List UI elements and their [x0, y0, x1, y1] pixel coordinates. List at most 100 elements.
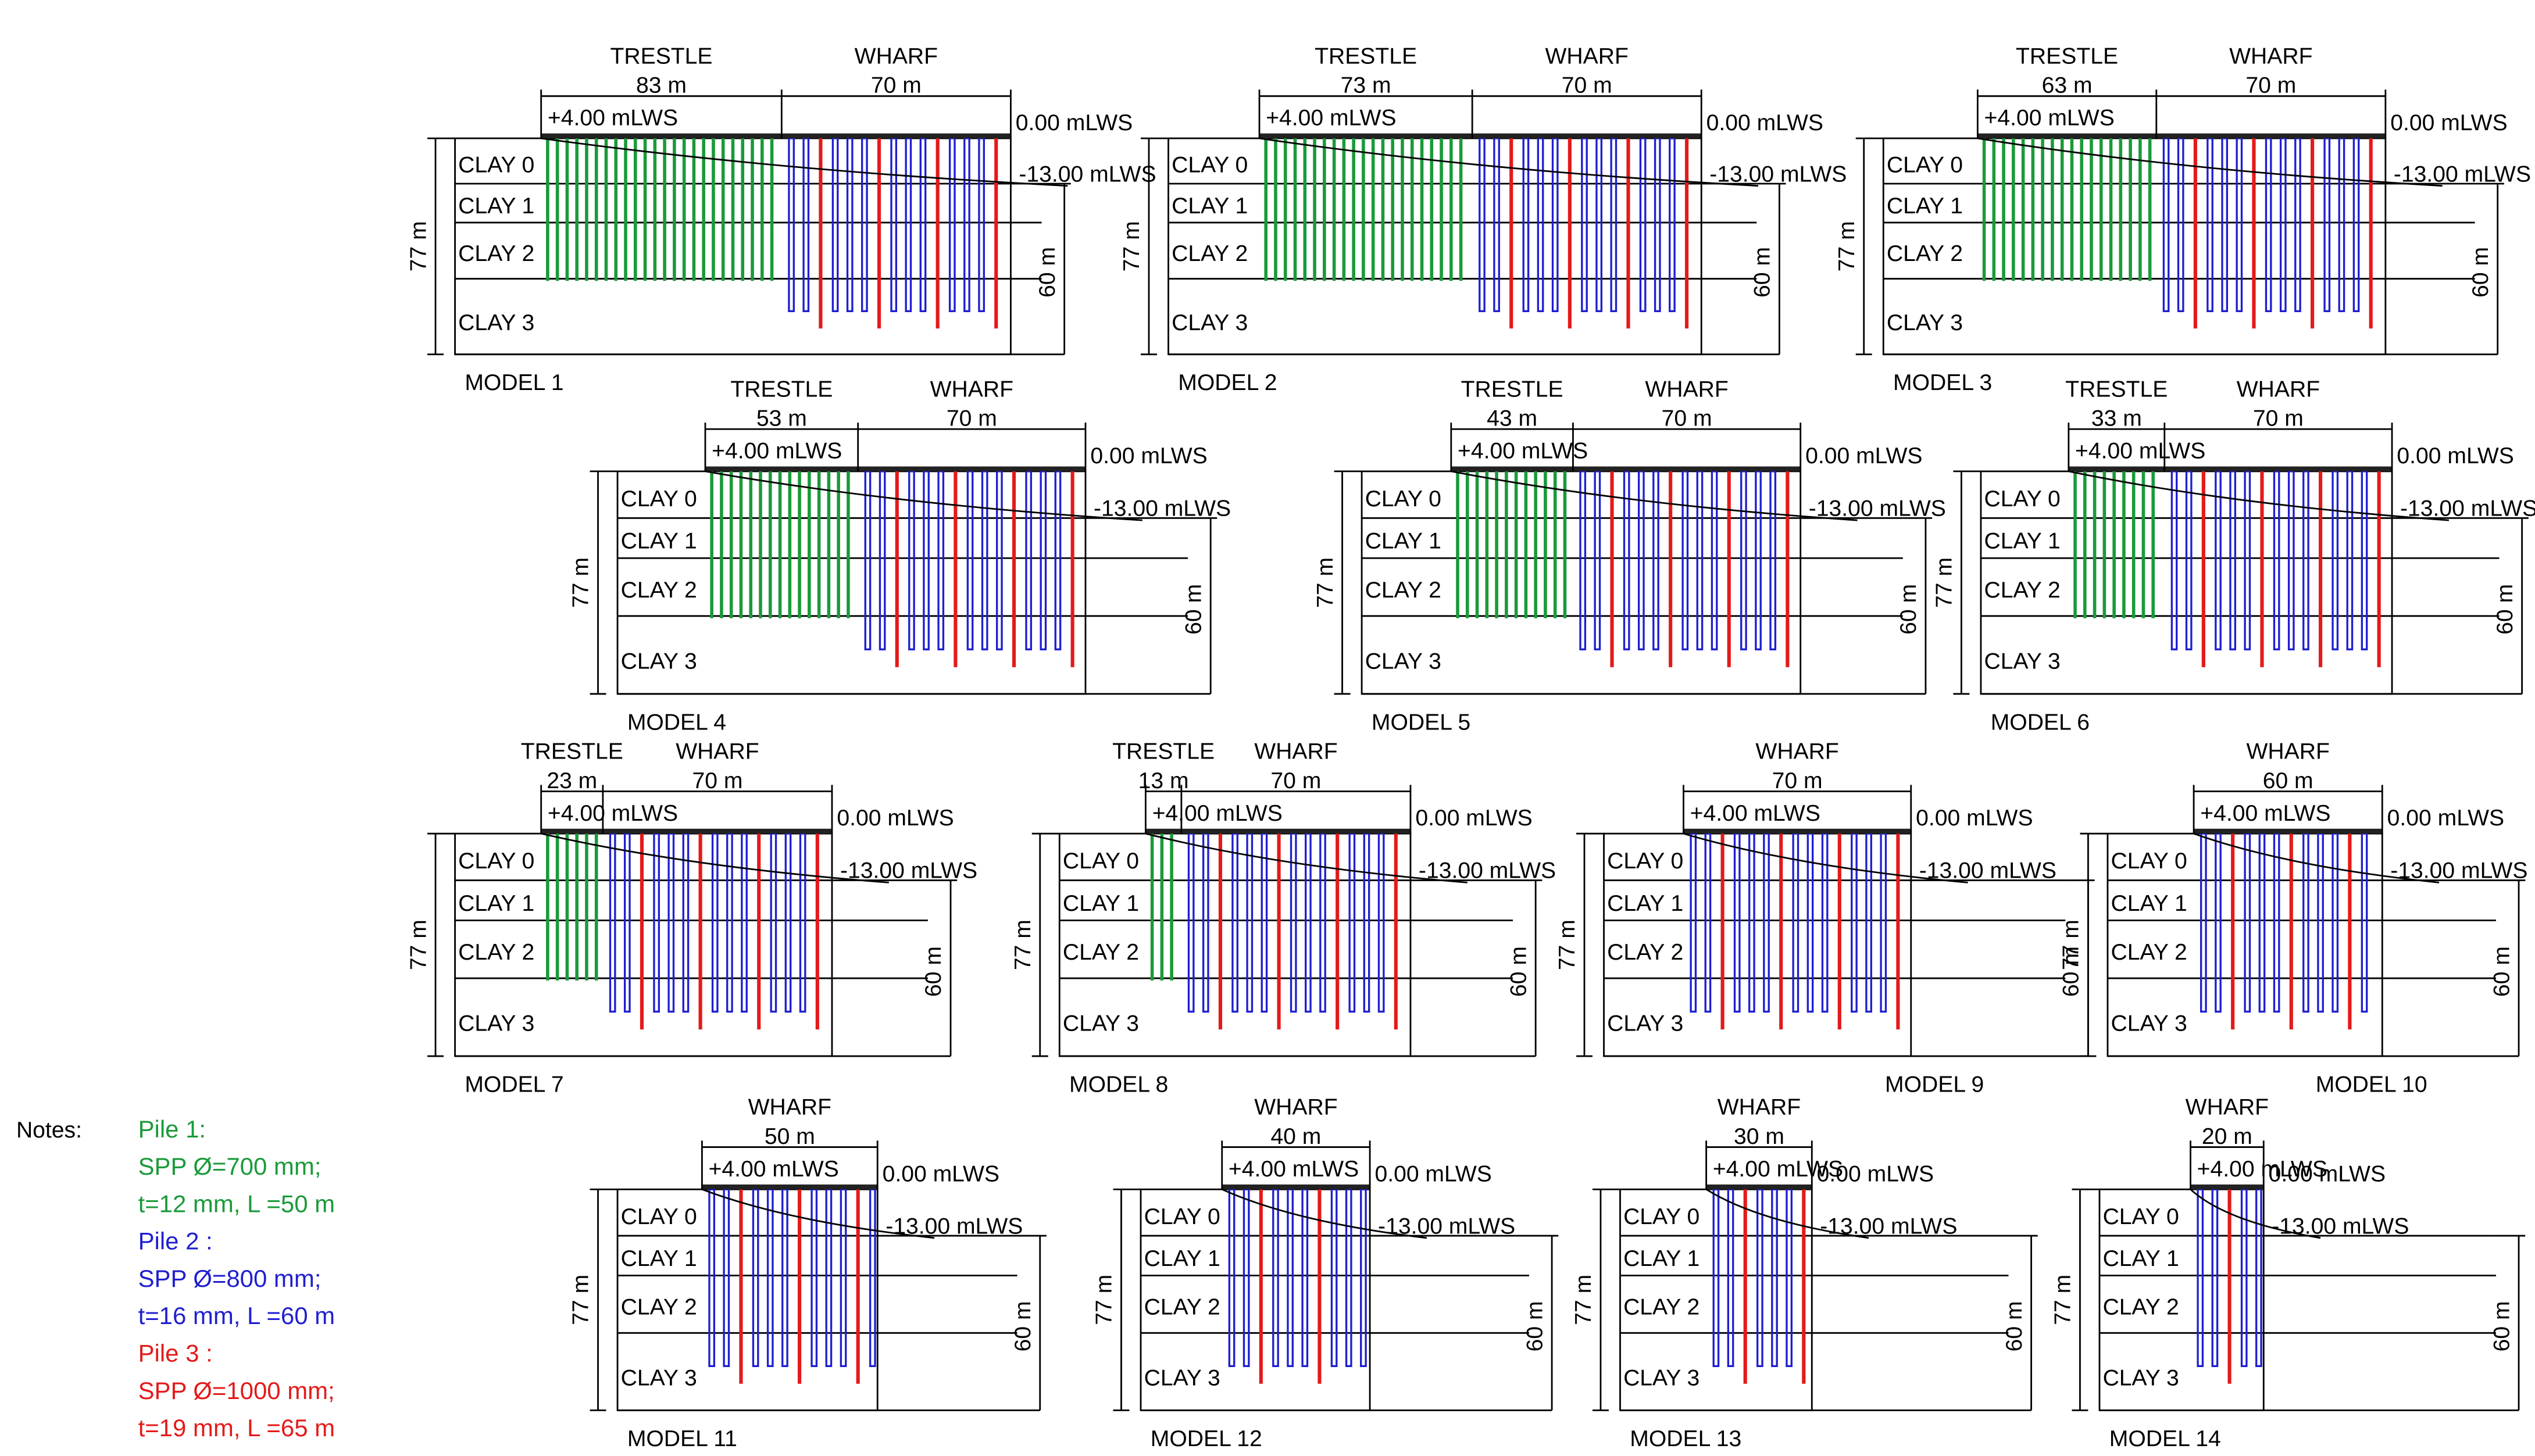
layer-label: CLAY 0: [1887, 153, 1963, 178]
model-label: MODEL 1: [465, 370, 563, 395]
pile: [1319, 832, 1326, 1013]
pile: [1287, 1188, 1294, 1368]
pile: [1639, 137, 1647, 313]
trestle-length: 33 m: [2091, 406, 2142, 431]
layer-label: CLAY 1: [2111, 891, 2187, 916]
layer-label: CLAY 0: [2111, 849, 2187, 874]
deck: [1683, 828, 1911, 834]
layer-label: CLAY 0: [1623, 1204, 1699, 1229]
seabed-line: [541, 832, 889, 883]
pile: [861, 137, 868, 313]
wharf-label: WHARF: [2229, 44, 2312, 69]
layer-label: CLAY 2: [621, 1295, 697, 1320]
pile: [711, 832, 719, 1013]
depth-label: 77 m: [2051, 1275, 2076, 1325]
deck-elevation: +4.00 mLWS: [2197, 1157, 2327, 1182]
seabed-line: [2193, 832, 2440, 883]
model-label: MODEL 2: [1178, 370, 1277, 395]
deck: [1977, 133, 2386, 138]
pile: [2323, 137, 2331, 313]
layer-label: CLAY 1: [1172, 194, 1248, 219]
layer-label: CLAY 1: [458, 194, 534, 219]
pile: [667, 832, 675, 1013]
pile: [1711, 470, 1718, 650]
wharf-length: 70 m: [1562, 73, 1612, 98]
layer-label: CLAY 3: [2111, 1011, 2187, 1036]
pile: [1865, 832, 1872, 1013]
wharf-label: WHARF: [2246, 739, 2329, 764]
layer-label: CLAY 3: [1984, 649, 2061, 674]
model-label: MODEL 13: [1630, 1426, 1741, 1451]
deck: [2068, 466, 2393, 471]
layer-label: CLAY 3: [458, 310, 534, 335]
deck-elevation: +4.00 mLWS: [712, 439, 842, 464]
water-elevation: 0.00 mLWS: [2269, 1161, 2386, 1186]
pile: [1880, 832, 1887, 1013]
pile: [1786, 1188, 1793, 1368]
pile-note: SPP Ø=800 mm;: [138, 1265, 322, 1292]
depth-label: 77 m: [1119, 221, 1144, 271]
pile: [1669, 137, 1676, 313]
deck: [702, 1184, 878, 1190]
pile: [981, 470, 988, 650]
layer-label: CLAY 1: [1887, 194, 1963, 219]
deck: [1145, 828, 1411, 834]
pile: [919, 137, 927, 313]
trestle-label: TRESTLE: [730, 377, 833, 402]
layer-label: CLAY 3: [1887, 310, 1963, 335]
pile: [1763, 832, 1770, 1013]
layer-label: CLAY 3: [1623, 1365, 1699, 1390]
pile: [963, 137, 970, 313]
model-label: MODEL 10: [2316, 1072, 2427, 1097]
pile-note: t=16 mm, L =60 m: [138, 1302, 335, 1329]
wharf-length: 50 m: [765, 1124, 815, 1149]
trestle-length: 63 m: [2042, 73, 2093, 98]
trestle-length: 53 m: [756, 406, 807, 431]
layer-label: CLAY 2: [1172, 241, 1248, 266]
pile: [1522, 137, 1530, 313]
pile: [1360, 1188, 1367, 1368]
depth-label: 77 m: [569, 557, 594, 608]
pile: [831, 137, 839, 313]
model-label: MODEL 14: [2109, 1426, 2221, 1451]
pile: [1821, 832, 1829, 1013]
pile: [741, 832, 748, 1013]
layer-label: CLAY 3: [1607, 1011, 1683, 1036]
seabed-line: [2190, 1189, 2321, 1239]
layer-label: CLAY 1: [2103, 1246, 2179, 1271]
pile-depth-label: 60 m: [1035, 247, 1060, 298]
layer-label: CLAY 3: [2103, 1365, 2179, 1390]
seabed-elevation: -13.00 mLWS: [1709, 162, 1847, 187]
pile-depth-label: 60 m: [2002, 1301, 2027, 1351]
layer-label: CLAY 3: [1063, 1011, 1139, 1036]
pile: [1681, 470, 1689, 650]
pile: [1228, 1188, 1236, 1368]
pile: [2200, 832, 2207, 1013]
pile: [1242, 1188, 1250, 1368]
pile-depth-label: 60 m: [1506, 946, 1531, 997]
model-label: MODEL 6: [1991, 710, 2090, 735]
deck: [2190, 1184, 2264, 1190]
pile: [1579, 470, 1587, 650]
layer-label: CLAY 2: [1144, 1295, 1220, 1320]
pile: [1704, 832, 1712, 1013]
deck: [1451, 466, 1801, 471]
pile: [890, 137, 898, 313]
pile: [948, 137, 956, 313]
pile-note: Pile 1:: [138, 1115, 206, 1143]
layer-label: CLAY 1: [1623, 1246, 1699, 1271]
wharf-label: WHARF: [2186, 1095, 2269, 1120]
pile: [846, 137, 854, 313]
pile-note: t=12 mm, L =50 m: [138, 1190, 335, 1217]
pile: [1654, 137, 1661, 313]
pile: [840, 1188, 847, 1368]
layer-label: CLAY 2: [458, 241, 534, 266]
water-elevation: 0.00 mLWS: [2397, 443, 2513, 468]
layer-label: CLAY 3: [1365, 649, 1441, 674]
pile: [2346, 470, 2354, 650]
wharf-length: 60 m: [2263, 768, 2313, 793]
trestle-label: TRESTLE: [1461, 377, 1563, 402]
pile: [2332, 832, 2339, 1013]
seabed-line: [1451, 470, 1858, 521]
wharf-label: WHARF: [1645, 377, 1728, 402]
